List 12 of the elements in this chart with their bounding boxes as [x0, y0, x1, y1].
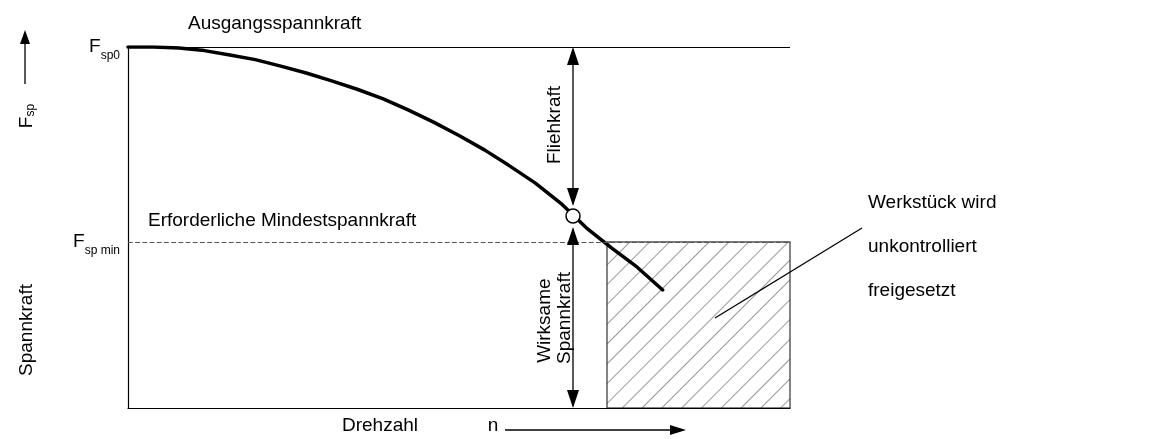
ref-line-label: F$_{sp0}$ — [89, 35, 121, 62]
text: Ausgangsspannkraft — [188, 11, 362, 33]
text: Werkstück wird unkontrolliert freigesetzt — [868, 190, 997, 300]
x-axis-title: Drehzahl — [341, 413, 419, 435]
ref-line-label: F$_{sp min}$ — [73, 229, 120, 257]
annotation: Fliehkraft — [542, 85, 564, 165]
text: Wirksame — [532, 278, 554, 363]
text: n — [487, 413, 499, 435]
annotation: Erforderliche Mindestspannkraft — [148, 208, 417, 230]
text: Fsp — [14, 103, 37, 129]
text: Spannkraft — [14, 284, 36, 376]
y-axis-title: Spannkraft — [552, 271, 574, 364]
